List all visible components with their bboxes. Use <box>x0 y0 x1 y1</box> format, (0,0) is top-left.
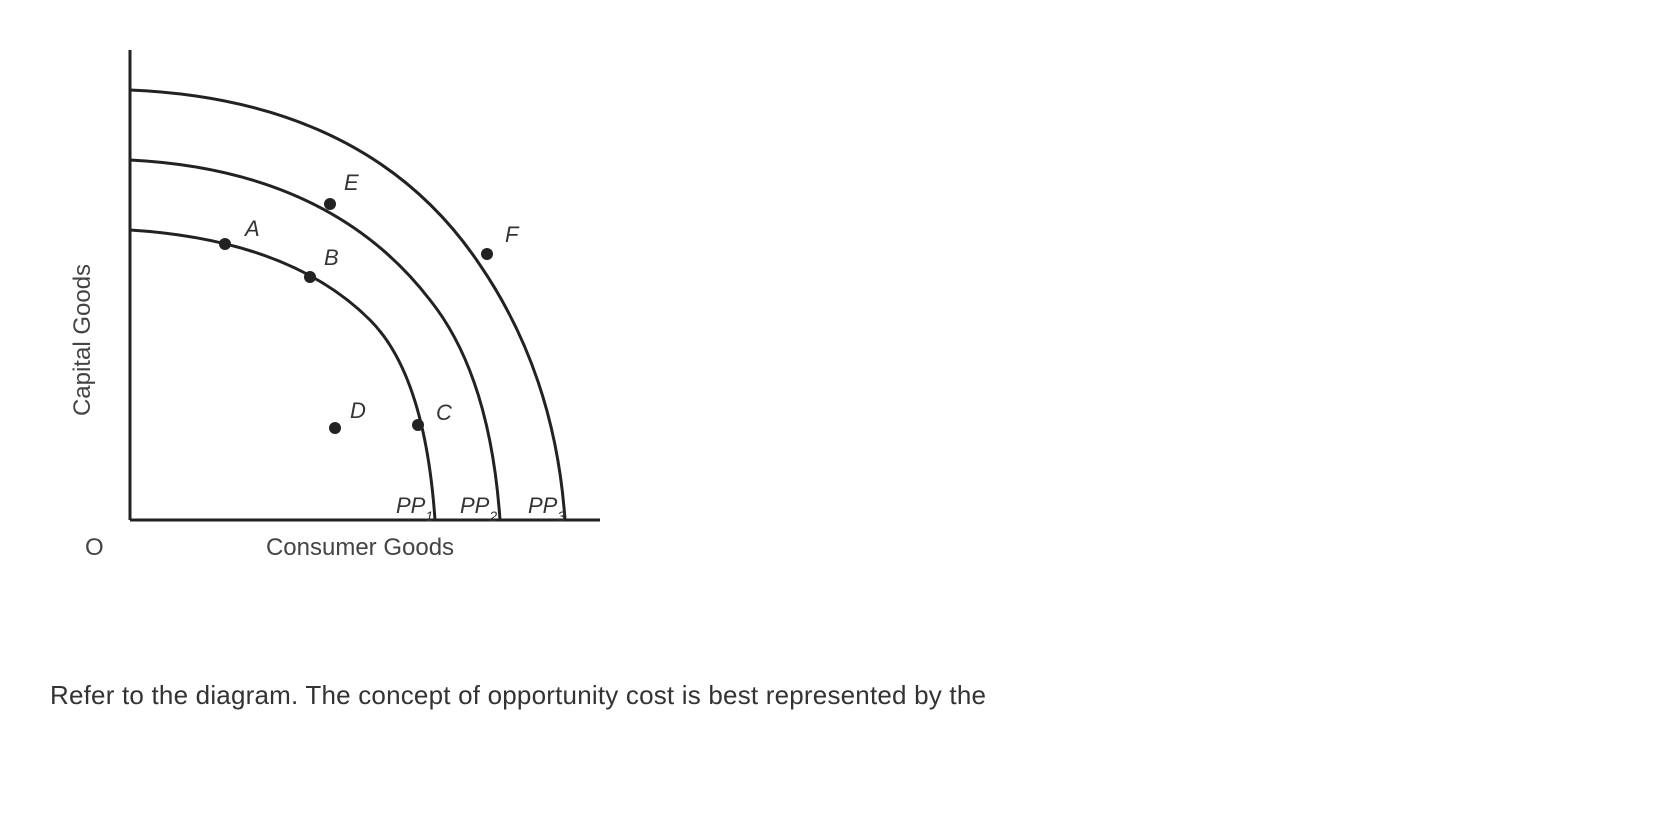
point-label-b: B <box>324 245 339 270</box>
point-c <box>412 419 424 431</box>
point-b <box>304 271 316 283</box>
point-label-e: E <box>344 170 359 195</box>
question-text: Refer to the diagram. The concept of opp… <box>50 680 986 711</box>
curve-pp3 <box>130 90 565 520</box>
curve-pp2 <box>130 160 500 520</box>
point-label-a: A <box>243 216 260 241</box>
origin-label: O <box>85 534 104 561</box>
point-label-f: F <box>505 222 520 247</box>
point-e <box>324 198 336 210</box>
y-axis-label: Capital Goods <box>69 264 96 416</box>
x-axis-label: Consumer Goods <box>266 534 454 561</box>
point-d <box>329 422 341 434</box>
point-label-c: C <box>436 400 452 425</box>
point-label-d: D <box>350 398 366 423</box>
point-a <box>219 238 231 250</box>
ppf-svg: PP1PP2PP3ABCDEFCapital GoodsConsumer Goo… <box>60 30 620 590</box>
point-f <box>481 248 493 260</box>
ppf-diagram: PP1PP2PP3ABCDEFCapital GoodsConsumer Goo… <box>60 30 620 595</box>
curve-pp1 <box>130 230 435 520</box>
